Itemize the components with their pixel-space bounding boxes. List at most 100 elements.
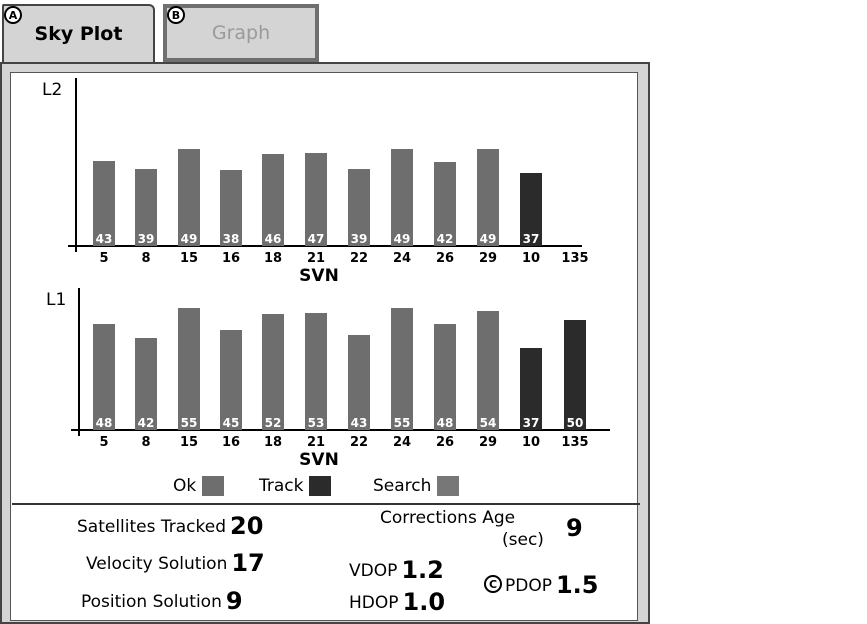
chart-1-tick-label: 5	[99, 435, 108, 450]
chart-0-data-label: 43	[96, 232, 113, 246]
chart-1-data-label: 55	[181, 416, 198, 430]
chart-0-bar	[520, 173, 542, 246]
legend-track-swatch	[309, 476, 332, 496]
chart-0-tick-label: 15	[180, 251, 198, 266]
chart-0-data-label: 47	[308, 232, 325, 246]
vdop-label: VDOP	[349, 561, 398, 581]
chart-1-tick-label: 22	[350, 435, 368, 450]
chart-0-data-label: 49	[480, 232, 497, 246]
chart-1-data-label: 42	[138, 416, 155, 430]
chart-0-tick-label: 16	[222, 251, 240, 266]
chart-0-tick-label: 135	[561, 251, 588, 266]
hdop-label: HDOP	[349, 593, 399, 613]
chart-0-x-label: SVN	[299, 266, 339, 286]
chart-1-data-label: 48	[437, 416, 454, 430]
legend-search: Search	[373, 476, 460, 496]
velocity-solution-value: 17	[231, 549, 265, 577]
chart-1-tick-label: 8	[141, 435, 150, 450]
velocity-solution-label: Velocity Solution	[86, 554, 228, 574]
chart-0-tick-label: 29	[479, 251, 497, 266]
chart-1-tick-label: 18	[264, 435, 282, 450]
position-solution-label: Position Solution	[81, 592, 222, 612]
chart-1-bar	[391, 308, 413, 430]
chart-0-bar	[391, 149, 413, 246]
chart-0-data-label: 39	[138, 232, 155, 246]
chart-0-bar	[305, 153, 327, 246]
chart-0-data-label: 49	[181, 232, 198, 246]
chart-0-title: L2	[42, 80, 62, 100]
chart-1-x-label: SVN	[299, 450, 339, 470]
chart-1-tick-label: 135	[561, 435, 588, 450]
legend-track-label: Track	[259, 476, 304, 496]
chart-0-bar	[178, 149, 200, 246]
chart-1-title: L1	[46, 290, 66, 310]
hdop-value: 1.0	[402, 588, 446, 616]
chart-1-bar	[135, 338, 157, 430]
chart-1-data-label: 37	[523, 416, 540, 430]
corrections-age-label: Corrections Age	[380, 508, 516, 528]
chart-0-tick-label: 24	[393, 251, 411, 266]
chart-1-tick-label: 15	[180, 435, 198, 450]
legend-track: Track	[259, 476, 332, 496]
chart-0-bar	[135, 169, 157, 246]
chart-1-bar	[564, 320, 586, 430]
chart-1-tick-label: 26	[436, 435, 454, 450]
pdop-label: PDOP	[505, 576, 552, 596]
chart-1-bar	[305, 313, 327, 430]
chart-1-data-label: 43	[351, 416, 368, 430]
legend-search-swatch	[437, 476, 460, 496]
chart-1-data-label: 54	[480, 416, 497, 430]
chart-1-bar	[93, 324, 115, 430]
chart-0-data-label: 46	[265, 232, 282, 246]
chart-1-tick-label: 10	[522, 435, 540, 450]
chart-0-tick-label: 26	[436, 251, 454, 266]
satellites-tracked-label: Satellites Tracked	[77, 517, 227, 537]
chart-0-data-label: 39	[351, 232, 368, 246]
pdop-stat: PDOP 1.5	[505, 571, 599, 599]
chart-0-bar	[220, 170, 242, 246]
callout-b: B	[167, 6, 185, 24]
tab-graph-label: Graph	[211, 22, 271, 44]
chart-0-bar	[262, 154, 284, 246]
chart-1-tick-label: 24	[393, 435, 411, 450]
position-solution-value: 9	[225, 587, 243, 615]
chart-0-tick-label: 18	[264, 251, 282, 266]
chart-1-data-label: 53	[308, 416, 325, 430]
chart-1-bar	[348, 335, 370, 430]
chart-1-bar	[220, 330, 242, 430]
chart-0-bar	[348, 169, 370, 246]
chart-0-data-label: 37	[523, 232, 540, 246]
chart-0-data-label: 38	[223, 232, 240, 246]
callout-a: A	[4, 6, 22, 24]
position-solution-stat: Position Solution 9	[81, 587, 243, 615]
chart-1-bar	[178, 308, 200, 430]
chart-0-data-label: 49	[394, 232, 411, 246]
chart-0-tick-label: 10	[522, 251, 540, 266]
chart-0-bar	[434, 162, 456, 246]
chart-1-bar	[477, 311, 499, 430]
callout-c: C	[484, 575, 502, 593]
chart-0-tick-label: 5	[99, 251, 108, 266]
hdop-stat: HDOP 1.0	[349, 588, 445, 616]
chart-0-bar	[93, 161, 115, 246]
vdop-value: 1.2	[401, 556, 444, 584]
chart-1-tick-label: 21	[307, 435, 325, 450]
chart-0-tick-label: 8	[141, 251, 150, 266]
pdop-value: 1.5	[555, 571, 599, 599]
chart-1-data-label: 52	[265, 416, 282, 430]
corrections-age-unit: (sec)	[502, 530, 544, 550]
chart-1-tick-label: 29	[479, 435, 497, 450]
chart-1-data-label: 55	[394, 416, 411, 430]
chart-0-tick-label: 21	[307, 251, 325, 266]
stats-divider	[12, 503, 640, 505]
legend-search-label: Search	[373, 476, 432, 496]
chart-1-tick-label: 16	[222, 435, 240, 450]
chart-1-data-label: 48	[96, 416, 113, 430]
satellites-tracked-stat: Satellites Tracked 20	[77, 512, 263, 540]
tab-sky-plot[interactable]: Sky Plot	[2, 4, 155, 62]
chart-1-data-label: 50	[567, 416, 584, 430]
chart-1-bar	[520, 348, 542, 430]
legend-ok-swatch	[202, 476, 225, 496]
tab-graph[interactable]: Graph	[163, 4, 319, 62]
chart-0-bar	[477, 149, 499, 246]
